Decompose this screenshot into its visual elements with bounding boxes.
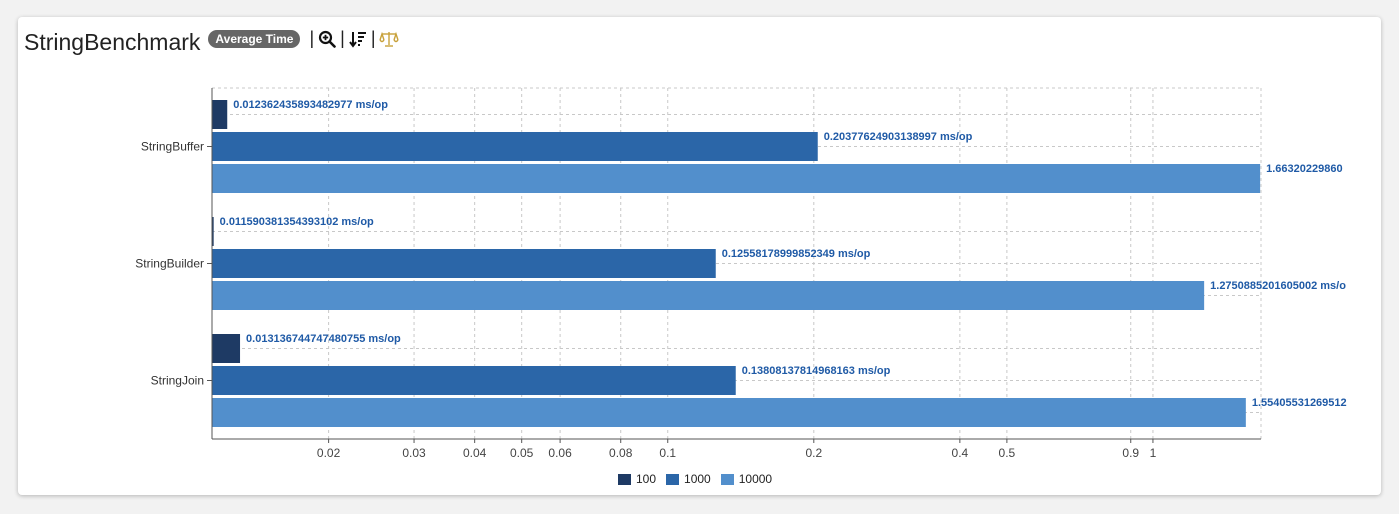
chart-header: StringBenchmark Average Time | | |	[24, 28, 399, 56]
x-tick-label: 0.04	[463, 446, 487, 460]
toolbar-separator: |	[340, 28, 345, 48]
x-tick-label: 0.9	[1122, 446, 1139, 460]
data-label: 1.2750885201605002 ms/o	[1210, 280, 1346, 292]
x-tick-label: 0.06	[548, 446, 572, 460]
x-tick-label: 0.02	[317, 446, 341, 460]
legend-label-100: 100	[636, 472, 657, 486]
zoom-in-icon[interactable]	[317, 29, 337, 49]
bar-StringBuilder-1000	[212, 249, 716, 278]
mode-badge: Average Time	[208, 29, 301, 48]
category-label: StringBuffer	[141, 140, 204, 154]
toolbar-separator: |	[309, 28, 315, 48]
balance-scale-icon[interactable]	[378, 29, 399, 49]
bar-StringJoin-100	[212, 334, 241, 363]
x-tick-label: 1	[1150, 446, 1157, 460]
legend-label-1000: 1000	[684, 472, 711, 486]
chart-legend: 100 1000 10000	[618, 472, 782, 486]
bar-StringBuilder-100	[212, 217, 214, 246]
sort-icon[interactable]	[348, 29, 368, 49]
data-label: 0.12558178999852349 ms/op	[722, 248, 871, 260]
legend-swatch-1000	[666, 473, 680, 485]
x-tick-label: 0.08	[609, 446, 633, 460]
x-tick-label: 0.4	[952, 446, 969, 460]
x-tick-label: 0.5	[999, 446, 1016, 460]
legend-swatch-10000	[720, 473, 734, 485]
x-tick-label: 0.2	[805, 446, 822, 460]
bar-StringBuilder-10000	[212, 281, 1205, 310]
data-label: 0.011590381354393102 ms/op	[220, 216, 374, 228]
category-label: StringBuilder	[135, 257, 204, 271]
data-label: 0.013136744747480755 ms/op	[246, 333, 401, 345]
data-label: 1.66320229860	[1266, 163, 1342, 175]
x-tick-label: 0.03	[402, 446, 426, 460]
legend-item-1000[interactable]: 1000	[666, 472, 711, 486]
bar-chart: 0.012362435893482977 ms/op 0.203776249031…	[135, 87, 1347, 460]
legend-swatch-100	[618, 473, 631, 485]
data-label: 0.012362435893482977 ms/op	[233, 99, 388, 111]
bar-StringBuffer-100	[212, 100, 228, 129]
data-label: 1.55405531269512	[1252, 397, 1347, 409]
data-label: 0.20377624903138997 ms/op	[824, 131, 973, 143]
toolbar-separator: |	[370, 28, 376, 48]
data-label: 0.13808137814968163 ms/op	[742, 365, 891, 377]
category-label: StringJoin	[151, 374, 204, 388]
chart-title: StringBenchmark	[24, 29, 201, 55]
bar-StringBuffer-10000	[212, 164, 1261, 193]
benchmark-card: StringBenchmark Average Time | | |	[18, 17, 1381, 495]
legend-item-100[interactable]: 100	[618, 472, 656, 486]
x-tick-label: 0.1	[659, 446, 676, 460]
legend-item-10000[interactable]: 10000	[720, 472, 773, 486]
x-tick-label: 0.05	[510, 446, 534, 460]
bar-StringJoin-1000	[212, 366, 736, 395]
legend-label-10000: 10000	[738, 472, 773, 486]
bar-StringJoin-10000	[212, 398, 1246, 427]
bar-StringBuffer-1000	[212, 132, 818, 161]
